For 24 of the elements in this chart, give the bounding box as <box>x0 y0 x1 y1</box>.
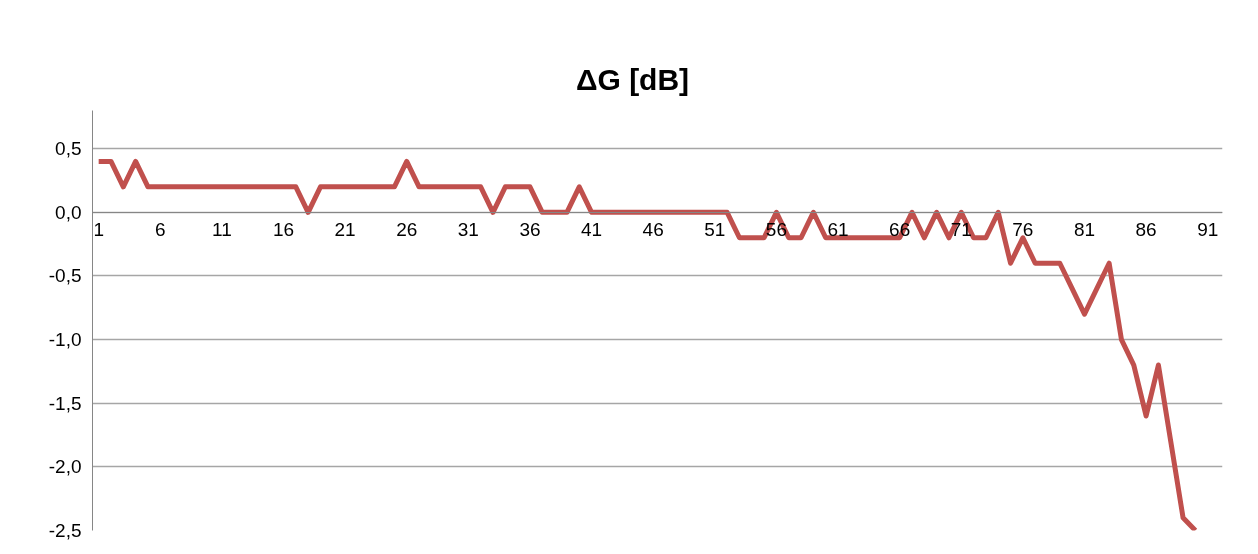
y-tick-label: -0,5 <box>48 265 82 287</box>
y-tick-label: 0,5 <box>55 138 82 160</box>
y-tick-label: 0,0 <box>55 201 82 223</box>
x-tick-label: 51 <box>704 219 726 241</box>
y-tick-label: -1,5 <box>48 392 82 414</box>
x-tick-label: 81 <box>1073 219 1096 241</box>
x-tick-label: 21 <box>334 219 356 241</box>
x-tick-label: 16 <box>272 219 295 241</box>
x-tick-label: 26 <box>396 219 418 241</box>
x-tick-label: 91 <box>1197 219 1219 241</box>
chart-title: ΔG [dB] <box>575 62 690 96</box>
x-tick-label: 61 <box>827 219 849 241</box>
x-tick-label: 36 <box>519 219 541 241</box>
x-tick-label: 1 <box>93 219 104 241</box>
x-tick-label: 46 <box>642 219 664 241</box>
y-tick-label: -2,0 <box>48 456 82 478</box>
y-tick-label: -1,0 <box>48 329 82 351</box>
x-tick-label: 31 <box>457 219 479 241</box>
x-tick-label: 86 <box>1135 219 1157 241</box>
x-tick-label: 6 <box>154 219 166 241</box>
x-tick-label: 41 <box>581 219 603 241</box>
x-tick-label: 76 <box>1012 219 1034 241</box>
x-tick-label: 11 <box>212 219 232 241</box>
y-tick-label: -2,5 <box>48 520 82 541</box>
